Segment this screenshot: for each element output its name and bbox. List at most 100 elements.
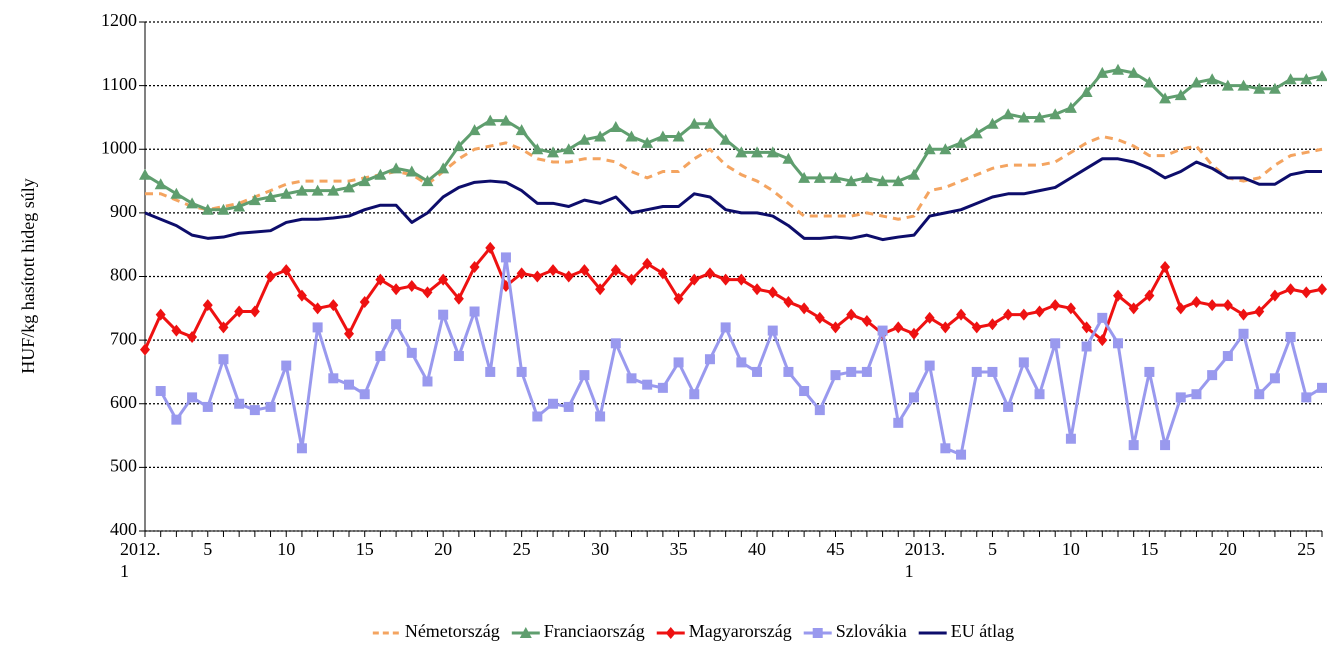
data-point bbox=[500, 252, 511, 263]
data-point bbox=[830, 321, 841, 334]
data-point bbox=[625, 130, 638, 142]
series-line bbox=[143, 246, 1323, 351]
data-point bbox=[344, 379, 355, 390]
legend-label: Szlovákia bbox=[836, 621, 907, 641]
data-point bbox=[563, 270, 574, 283]
data-point bbox=[703, 117, 716, 129]
data-point bbox=[1144, 289, 1155, 302]
x-tick-label: 5 bbox=[203, 539, 212, 559]
data-point bbox=[1081, 341, 1092, 352]
x-tick-label: 20 bbox=[434, 539, 452, 559]
data-point bbox=[626, 273, 637, 286]
y-tick-label: 500 bbox=[110, 456, 137, 476]
data-point bbox=[783, 366, 794, 377]
data-point bbox=[1049, 108, 1062, 120]
data-point bbox=[846, 308, 857, 321]
data-point bbox=[532, 411, 543, 422]
data-point bbox=[987, 366, 998, 377]
data-point bbox=[846, 366, 857, 377]
data-point bbox=[752, 283, 763, 296]
data-point bbox=[595, 411, 606, 422]
y-tick-label: 900 bbox=[110, 201, 137, 221]
data-point bbox=[202, 299, 213, 312]
data-point bbox=[766, 146, 779, 158]
data-point bbox=[893, 417, 904, 428]
data-point bbox=[374, 168, 387, 180]
data-point bbox=[799, 302, 810, 315]
data-point bbox=[171, 414, 182, 425]
data-point bbox=[359, 389, 370, 400]
data-point bbox=[673, 292, 684, 305]
data-point bbox=[893, 321, 904, 334]
data-point bbox=[296, 443, 307, 454]
data-point bbox=[907, 168, 920, 180]
x-tick-label: 45 bbox=[827, 539, 845, 559]
data-point bbox=[704, 267, 715, 280]
data-point bbox=[327, 184, 340, 196]
data-point bbox=[218, 321, 229, 334]
data-point bbox=[641, 136, 654, 148]
data-point bbox=[657, 382, 668, 393]
data-point bbox=[1269, 373, 1280, 384]
data-point bbox=[939, 143, 952, 155]
data-point bbox=[1064, 101, 1077, 113]
data-point bbox=[1050, 338, 1061, 349]
data-point bbox=[1238, 308, 1249, 321]
data-point bbox=[609, 120, 622, 132]
data-point bbox=[281, 360, 292, 371]
data-point bbox=[499, 114, 512, 126]
data-point bbox=[187, 392, 198, 403]
series-line bbox=[159, 255, 1323, 457]
data-point bbox=[485, 241, 496, 254]
data-point bbox=[1207, 299, 1218, 312]
data-point bbox=[155, 308, 166, 321]
data-point bbox=[1080, 85, 1093, 97]
data-point bbox=[814, 405, 825, 416]
data-point bbox=[1128, 440, 1139, 451]
data-point bbox=[1175, 392, 1186, 403]
data-point bbox=[751, 146, 764, 158]
data-point bbox=[799, 386, 810, 397]
data-point bbox=[548, 264, 559, 277]
data-point bbox=[1111, 63, 1124, 75]
data-point bbox=[1159, 92, 1172, 104]
data-point bbox=[1174, 89, 1187, 101]
data-point bbox=[328, 373, 339, 384]
data-point bbox=[391, 319, 402, 330]
data-point bbox=[924, 311, 935, 324]
data-point bbox=[312, 322, 323, 333]
series-line bbox=[144, 68, 1323, 212]
data-point bbox=[1206, 73, 1219, 85]
data-point bbox=[359, 295, 370, 308]
y-tick-label: 400 bbox=[110, 519, 137, 539]
data-point bbox=[1254, 305, 1265, 318]
data-point bbox=[515, 124, 528, 136]
data-point bbox=[719, 133, 732, 145]
data-point bbox=[1160, 440, 1171, 451]
data-point bbox=[956, 308, 967, 321]
data-point bbox=[1143, 76, 1156, 88]
data-point bbox=[1191, 389, 1202, 400]
data-point bbox=[798, 171, 811, 183]
data-point bbox=[861, 315, 872, 328]
data-point bbox=[437, 162, 450, 174]
data-point bbox=[1268, 82, 1281, 94]
data-point bbox=[642, 257, 653, 270]
data-point bbox=[453, 292, 464, 305]
data-point bbox=[1317, 283, 1327, 296]
data-point bbox=[296, 289, 307, 302]
data-point bbox=[610, 338, 621, 349]
data-point bbox=[1285, 283, 1296, 296]
data-point bbox=[752, 366, 763, 377]
data-point bbox=[1253, 82, 1266, 94]
data-point bbox=[861, 366, 872, 377]
data-point bbox=[1018, 308, 1029, 321]
y-tick-label: 800 bbox=[110, 265, 137, 285]
x-tick-label: 20 bbox=[1219, 539, 1237, 559]
data-point bbox=[280, 187, 293, 199]
data-point bbox=[1127, 66, 1140, 78]
data-point bbox=[1112, 338, 1123, 349]
data-point bbox=[562, 143, 575, 155]
data-point bbox=[453, 351, 464, 362]
data-point bbox=[1034, 305, 1045, 318]
